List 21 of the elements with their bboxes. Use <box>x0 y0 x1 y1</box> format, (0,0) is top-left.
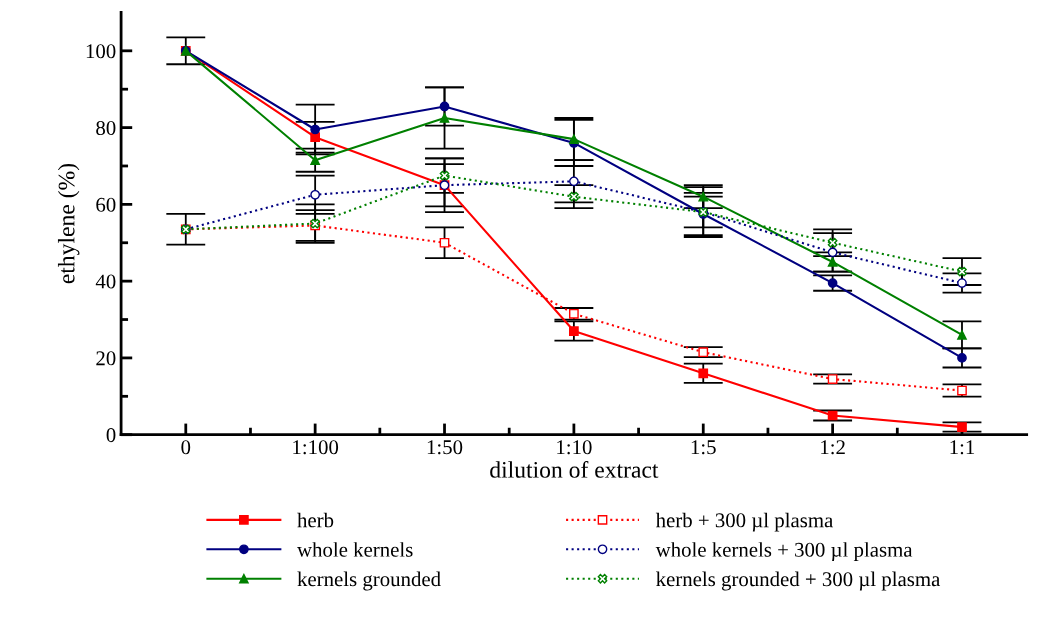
x-tick-label: 1:100 <box>293 440 339 455</box>
x-tick-label: 1:5 <box>691 440 716 455</box>
y-tick-label: 60 <box>96 197 116 212</box>
y-axis-title: ethylene (%) <box>57 163 80 284</box>
x-tick-label: 1:50 <box>427 440 463 455</box>
x-tick-label: 0 <box>181 440 191 455</box>
x-tick-label: 1:1 <box>950 440 975 455</box>
y-tick-label: 20 <box>96 351 116 366</box>
legend-label: herb <box>297 512 334 528</box>
legend-label: kernels grounded + 300 µl plasma <box>656 571 941 591</box>
y-tick-label: 80 <box>96 120 116 136</box>
legend-label: whole kernels <box>297 542 413 557</box>
x-axis-title: dilution of extract <box>490 460 659 478</box>
legend-label: kernels grounded <box>297 571 441 591</box>
legend-label: whole kernels + 300 µl plasma <box>655 542 913 562</box>
legend-label: herb + 300 µl plasma <box>655 512 834 532</box>
y-tick-label: 40 <box>95 274 116 289</box>
x-tick-label: 1:10 <box>557 440 592 455</box>
y-tick-label: 0 <box>106 428 116 443</box>
x-tick-label: 1:2 <box>821 440 845 455</box>
y-tick-label: 100 <box>86 44 116 59</box>
